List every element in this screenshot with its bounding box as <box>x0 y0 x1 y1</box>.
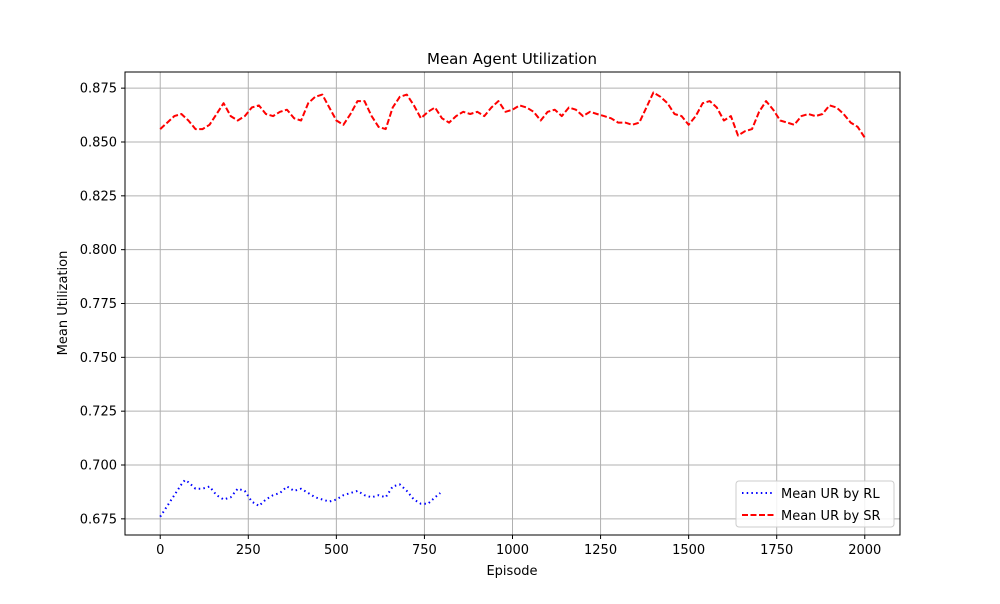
legend: Mean UR by RL Mean UR by SR <box>735 480 895 528</box>
x-tick-label: 750 <box>412 543 437 558</box>
x-tick-label: 500 <box>324 543 349 558</box>
series-line-sr <box>159 91 866 139</box>
y-tick-label: 0.750 <box>80 351 117 366</box>
x-axis-label: Episode <box>486 564 537 579</box>
legend-label-rl: Mean UR by RL <box>781 487 880 502</box>
x-tick-label: 2000 <box>848 543 881 558</box>
x-tick-label: 250 <box>236 543 261 558</box>
y-tick-label: 0.825 <box>80 189 117 204</box>
y-axis-label: Mean Utilization <box>56 251 71 356</box>
axis-ticks <box>121 87 866 539</box>
series-lines <box>159 91 866 518</box>
legend-label-sr: Mean UR by SR <box>781 509 881 524</box>
y-tick-label: 0.850 <box>80 135 117 150</box>
x-tick-label: 1250 <box>584 543 617 558</box>
y-tick-label: 0.675 <box>80 512 117 527</box>
x-tick-label: 0 <box>156 543 164 558</box>
chart-title: Mean Agent Utilization <box>427 50 597 68</box>
y-tick-label: 0.800 <box>80 243 117 258</box>
x-tick-label: 1750 <box>760 543 793 558</box>
axis-tick-labels: 0 250 500 750 1000 1250 1500 1750 2000 0.675 0.700… <box>80 82 882 558</box>
x-tick-label: 1500 <box>672 543 705 558</box>
legend-box <box>735 480 895 528</box>
y-tick-label: 0.875 <box>80 82 117 97</box>
y-tick-label: 0.725 <box>80 405 117 420</box>
y-tick-label: 0.700 <box>80 459 117 474</box>
y-tick-label: 0.775 <box>80 297 117 312</box>
x-tick-label: 1000 <box>496 543 529 558</box>
